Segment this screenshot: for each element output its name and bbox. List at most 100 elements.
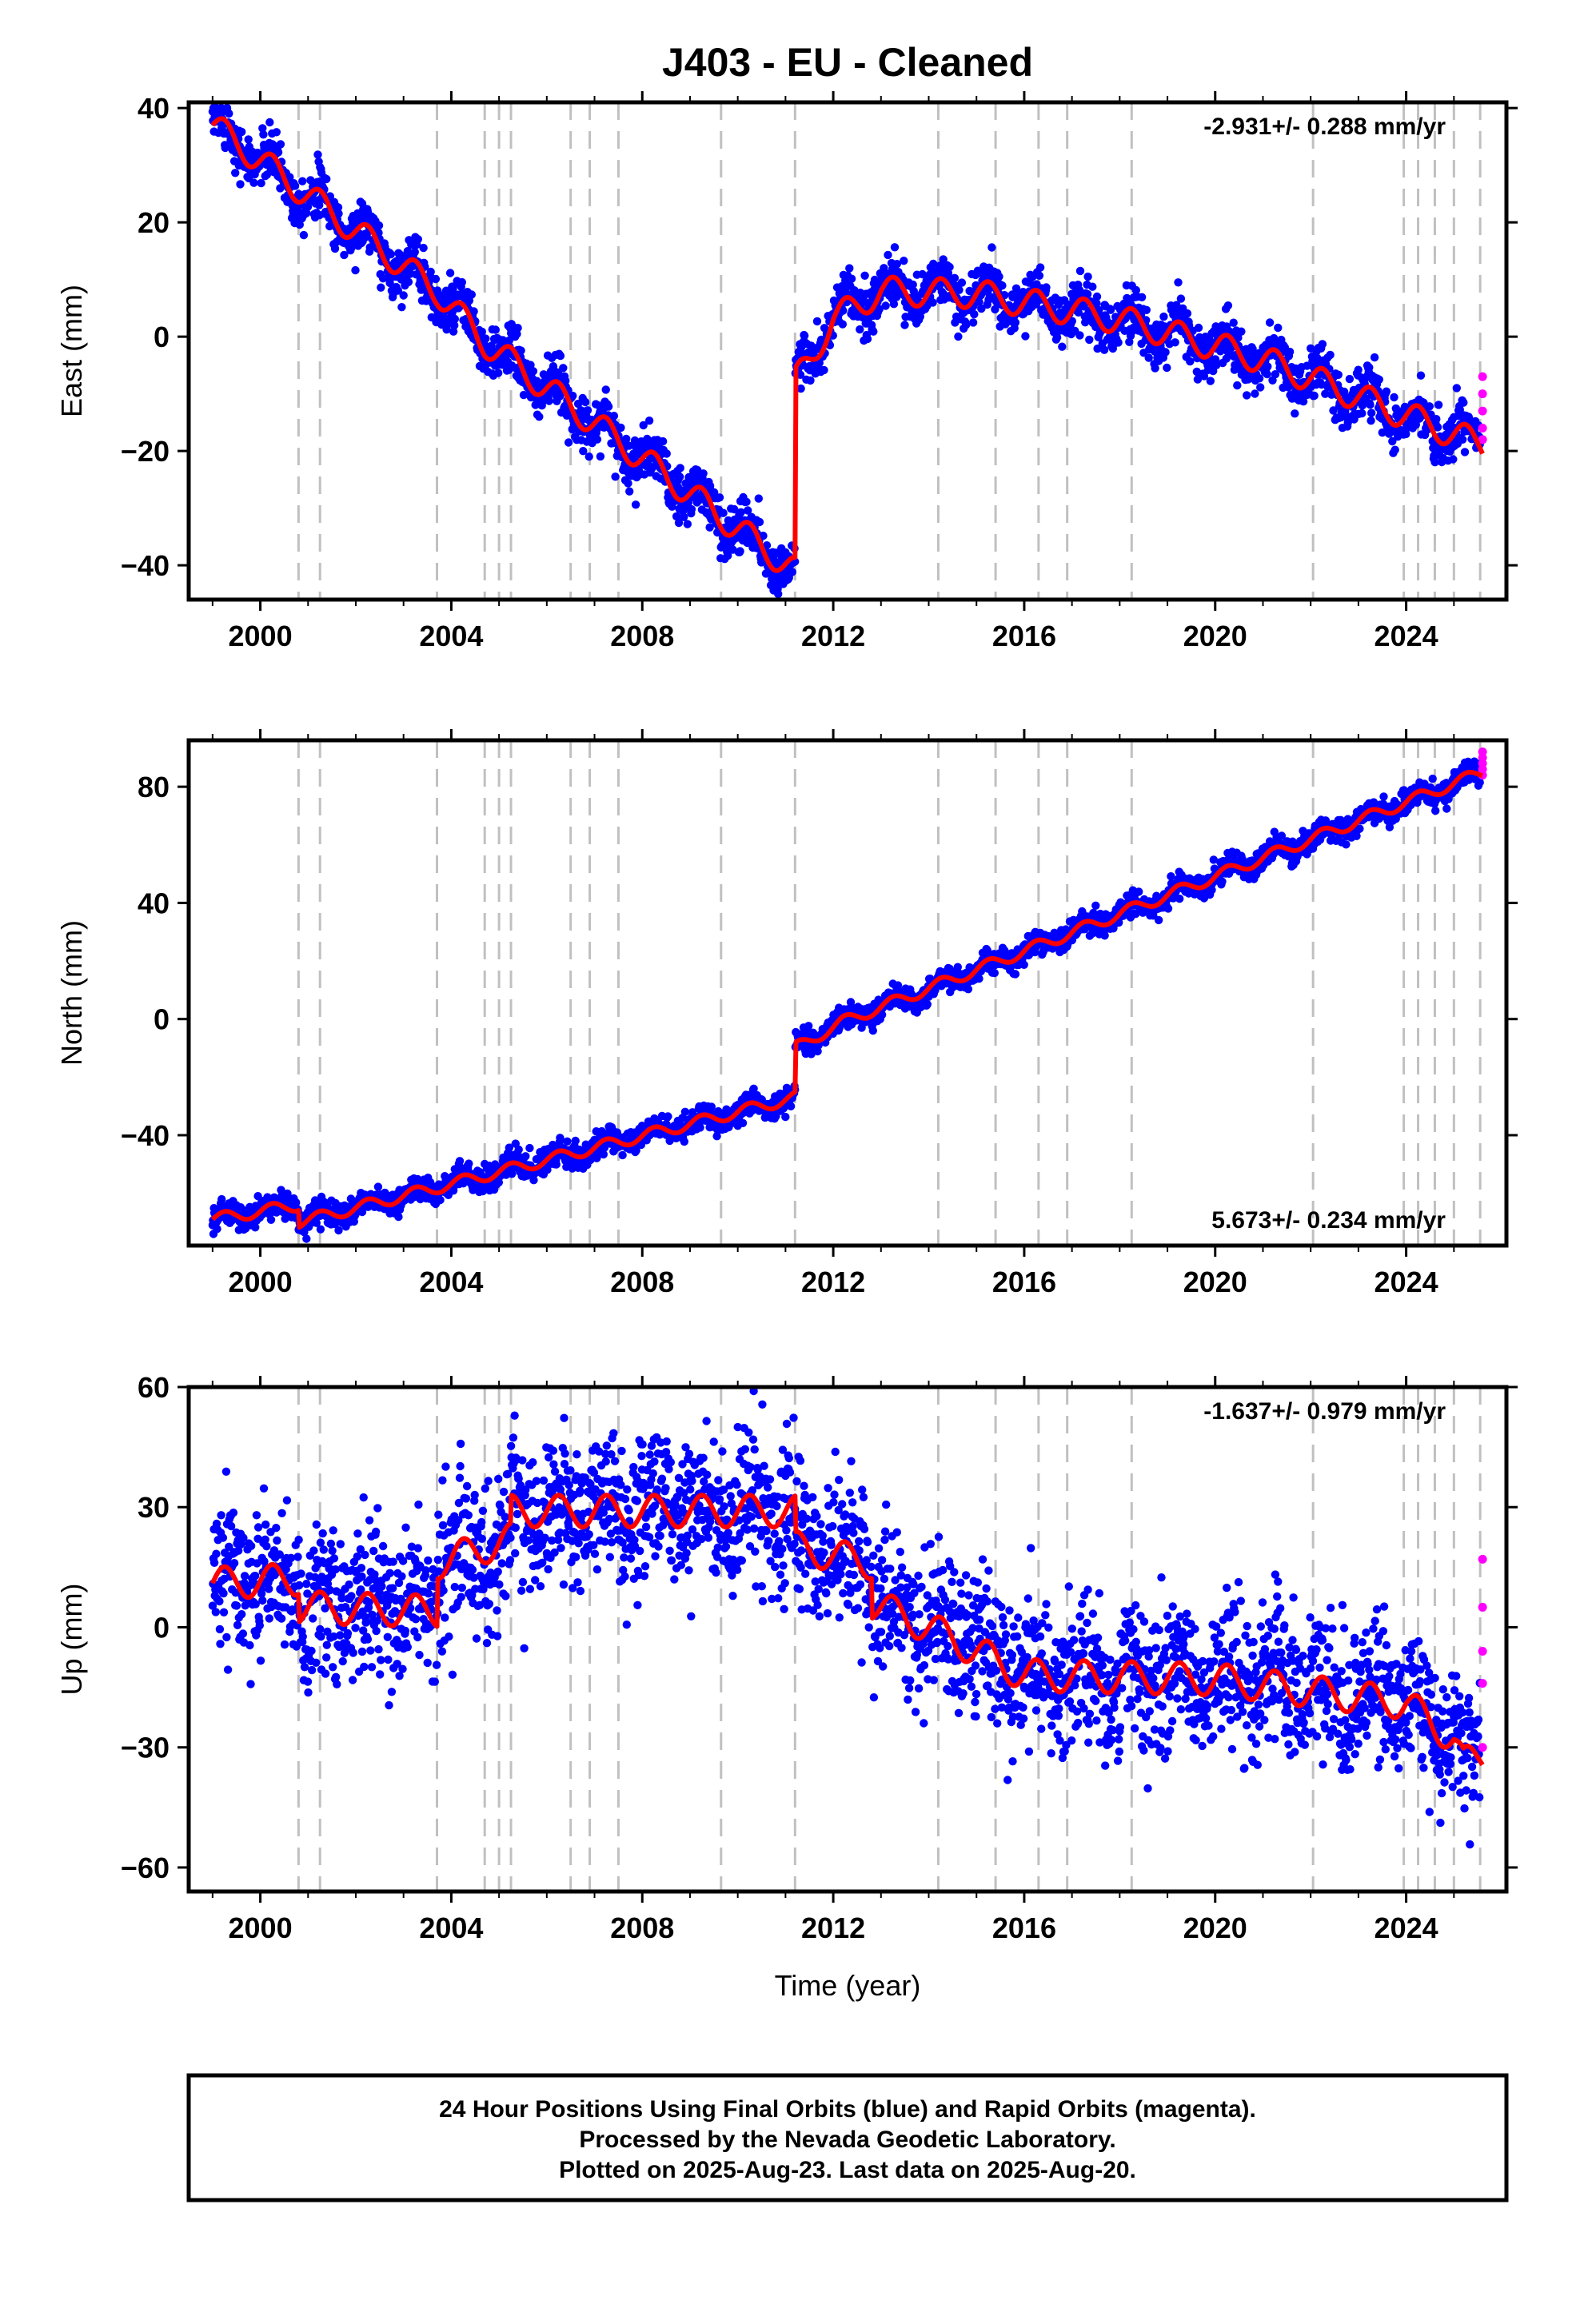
final-point	[1365, 364, 1373, 372]
final-point	[680, 1138, 688, 1146]
final-point	[436, 1196, 444, 1204]
final-point	[1390, 393, 1398, 401]
final-point	[969, 318, 977, 326]
final-point	[611, 472, 619, 480]
final-point	[273, 128, 281, 136]
final-point	[645, 417, 653, 425]
final-point	[213, 1225, 221, 1233]
final-point	[1263, 370, 1271, 378]
final-point	[515, 1146, 523, 1154]
final-point	[699, 469, 707, 477]
final-point	[681, 1108, 689, 1116]
rapid-point	[1478, 407, 1487, 416]
final-point	[1255, 374, 1263, 382]
final-point	[995, 273, 1003, 281]
final-point	[596, 452, 604, 460]
final-point	[374, 1182, 382, 1190]
final-point	[787, 1102, 795, 1110]
final-point	[1143, 306, 1151, 314]
final-point	[300, 231, 308, 239]
final-point	[334, 1226, 342, 1234]
x-tick-label: 2020	[1183, 620, 1247, 652]
final-point	[397, 303, 405, 311]
final-point	[774, 590, 782, 598]
final-point	[419, 244, 427, 252]
final-point	[900, 257, 908, 265]
final-point	[521, 1152, 529, 1160]
final-point	[1042, 283, 1050, 291]
x-tick-label: 2012	[801, 620, 865, 652]
final-point	[928, 298, 936, 306]
final-point	[1091, 902, 1099, 910]
final-point	[1151, 364, 1159, 372]
final-point	[1367, 409, 1375, 417]
final-point	[1243, 391, 1251, 399]
final-point	[458, 278, 466, 286]
final-point	[351, 266, 359, 274]
final-point	[394, 1213, 402, 1221]
final-point	[1382, 388, 1390, 396]
final-point	[405, 278, 413, 286]
final-point	[1346, 375, 1354, 383]
final-point	[584, 406, 592, 414]
y-tick-label: −20	[121, 435, 170, 468]
final-point	[1453, 384, 1461, 392]
final-point	[1020, 961, 1028, 969]
final-point	[1432, 415, 1440, 423]
final-point	[736, 547, 744, 555]
final-point	[313, 150, 321, 158]
x-tick-label: 2004	[419, 620, 483, 652]
final-point	[446, 269, 454, 277]
final-point	[716, 493, 724, 501]
rapid-point	[1478, 373, 1487, 381]
final-point	[975, 975, 983, 983]
final-point	[742, 498, 750, 506]
final-point	[755, 494, 763, 502]
final-point	[998, 281, 1006, 289]
final-point	[719, 509, 727, 517]
final-point	[529, 367, 537, 375]
final-point	[884, 251, 892, 259]
final-point	[1375, 376, 1383, 384]
final-point	[1230, 319, 1238, 327]
final-point	[1035, 272, 1043, 280]
final-point	[553, 1160, 561, 1168]
final-point	[411, 248, 419, 256]
final-point	[1251, 389, 1259, 397]
final-point	[1135, 887, 1143, 895]
final-point	[1011, 970, 1019, 978]
rate-annotation: -2.931+/- 0.288 mm/yr	[1203, 114, 1446, 140]
final-point	[1263, 362, 1271, 370]
final-point	[1011, 318, 1019, 326]
final-point	[1266, 318, 1274, 326]
final-point	[1449, 455, 1457, 463]
final-point	[1114, 338, 1122, 346]
final-point	[663, 449, 671, 457]
final-point	[962, 321, 970, 329]
final-point	[1335, 371, 1343, 379]
y-tick-label: −40	[121, 549, 170, 582]
x-tick-label: 2008	[610, 620, 674, 652]
final-point	[414, 235, 422, 243]
final-point	[400, 291, 408, 299]
final-point	[1171, 338, 1179, 346]
final-point	[427, 268, 435, 276]
final-point	[1075, 331, 1083, 339]
final-point	[1161, 348, 1169, 356]
final-point	[632, 500, 640, 508]
final-point	[864, 335, 872, 343]
final-point	[387, 250, 395, 258]
final-point	[1100, 346, 1108, 354]
final-point	[788, 568, 796, 576]
final-point	[322, 175, 330, 183]
final-point	[1093, 293, 1101, 301]
final-point	[377, 284, 385, 292]
final-point	[237, 128, 245, 136]
final-point	[1053, 333, 1061, 341]
final-point	[1367, 417, 1375, 425]
final-point	[1177, 294, 1185, 302]
final-point	[708, 1102, 716, 1110]
